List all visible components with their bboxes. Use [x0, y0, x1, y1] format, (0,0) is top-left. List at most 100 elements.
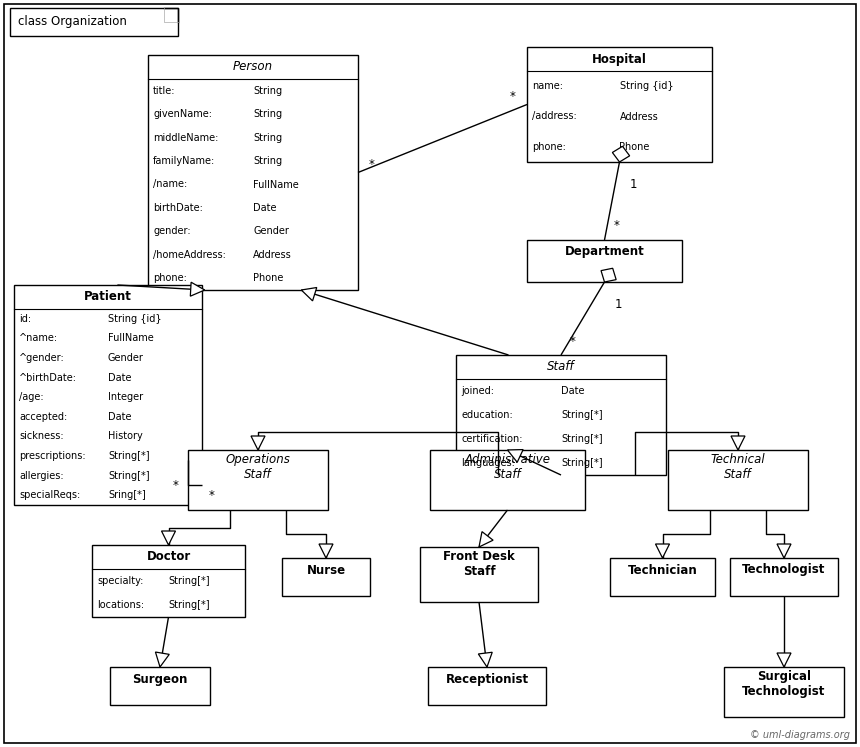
Bar: [92, 545, 245, 617]
Bar: [668, 450, 808, 510]
Bar: [428, 667, 546, 705]
Polygon shape: [319, 544, 333, 558]
Text: FullName: FullName: [253, 179, 298, 190]
Text: Person: Person: [233, 61, 273, 73]
Bar: [610, 558, 715, 596]
Text: ^gender:: ^gender:: [19, 353, 64, 363]
Text: Sring[*]: Sring[*]: [108, 490, 145, 500]
Polygon shape: [478, 652, 492, 667]
Text: String[*]: String[*]: [108, 451, 150, 461]
Text: specialReqs:: specialReqs:: [19, 490, 80, 500]
Bar: [282, 558, 370, 596]
Bar: [430, 450, 585, 510]
Text: String[*]: String[*]: [108, 471, 150, 480]
Text: Gender: Gender: [108, 353, 144, 363]
Text: familyName:: familyName:: [153, 156, 215, 166]
Text: String: String: [253, 86, 282, 96]
Text: middleName:: middleName:: [153, 133, 218, 143]
Polygon shape: [507, 450, 523, 462]
Text: /address:: /address:: [532, 111, 577, 122]
Text: sickness:: sickness:: [19, 432, 64, 441]
Text: *: *: [173, 479, 179, 492]
Text: allergies:: allergies:: [19, 471, 64, 480]
Text: birthDate:: birthDate:: [153, 203, 203, 213]
Text: Front Desk
Staff: Front Desk Staff: [443, 550, 515, 578]
Text: String[*]: String[*]: [561, 434, 603, 444]
Text: education:: education:: [461, 410, 513, 420]
Text: languages:: languages:: [461, 458, 515, 468]
Text: Nurse: Nurse: [306, 563, 346, 577]
Text: String {id}: String {id}: [619, 81, 673, 91]
Text: /homeAddress:: /homeAddress:: [153, 249, 226, 260]
Text: Technical
Staff: Technical Staff: [710, 453, 765, 481]
Text: Integer: Integer: [108, 392, 143, 402]
Text: *: *: [369, 158, 375, 171]
Polygon shape: [479, 532, 493, 547]
Text: Patient: Patient: [84, 291, 132, 303]
Bar: [420, 547, 538, 602]
Text: Operations
Staff: Operations Staff: [225, 453, 291, 481]
Bar: [456, 355, 666, 475]
Text: *: *: [570, 335, 576, 347]
Text: /name:: /name:: [153, 179, 187, 190]
Polygon shape: [301, 288, 316, 301]
Text: String[*]: String[*]: [561, 458, 603, 468]
Text: class Organization: class Organization: [18, 16, 127, 28]
Text: certification:: certification:: [461, 434, 523, 444]
Text: String[*]: String[*]: [169, 600, 210, 610]
Polygon shape: [251, 436, 265, 450]
Text: joined:: joined:: [461, 386, 494, 396]
Text: ^birthDate:: ^birthDate:: [19, 373, 77, 382]
Text: gender:: gender:: [153, 226, 191, 236]
Text: String[*]: String[*]: [561, 410, 603, 420]
Text: Surgical
Technologist: Surgical Technologist: [742, 670, 826, 698]
Text: String: String: [253, 133, 282, 143]
Text: Receptionist: Receptionist: [445, 672, 529, 686]
Text: Technologist: Technologist: [742, 563, 826, 577]
Bar: [730, 558, 838, 596]
Polygon shape: [162, 531, 175, 545]
Polygon shape: [655, 544, 669, 558]
Text: FullName: FullName: [108, 333, 154, 344]
Text: Department: Department: [565, 246, 644, 258]
Text: ^name:: ^name:: [19, 333, 58, 344]
Text: prescriptions:: prescriptions:: [19, 451, 86, 461]
Polygon shape: [601, 268, 616, 282]
Text: *: *: [209, 489, 215, 501]
Text: 1: 1: [630, 178, 637, 190]
Text: specialty:: specialty:: [97, 576, 144, 586]
Text: 1: 1: [615, 297, 623, 311]
Text: Staff: Staff: [547, 361, 574, 374]
Text: givenName:: givenName:: [153, 109, 212, 120]
Text: title:: title:: [153, 86, 175, 96]
Text: String: String: [253, 156, 282, 166]
Text: name:: name:: [532, 81, 563, 91]
Polygon shape: [777, 653, 791, 667]
Bar: [527, 47, 712, 162]
Text: Phone: Phone: [619, 142, 650, 152]
Text: Surgeon: Surgeon: [132, 672, 187, 686]
Text: phone:: phone:: [532, 142, 566, 152]
Bar: [188, 450, 328, 510]
Text: Technician: Technician: [628, 563, 697, 577]
Text: /age:: /age:: [19, 392, 44, 402]
Text: Date: Date: [108, 412, 132, 422]
Text: locations:: locations:: [97, 600, 144, 610]
Polygon shape: [731, 436, 745, 450]
Text: Administrative
Staff: Administrative Staff: [464, 453, 550, 481]
Text: String {id}: String {id}: [108, 314, 162, 323]
Text: Phone: Phone: [253, 273, 284, 283]
Bar: [14, 285, 202, 505]
Polygon shape: [190, 282, 205, 297]
Text: String[*]: String[*]: [169, 576, 210, 586]
Text: Address: Address: [619, 111, 658, 122]
Bar: [110, 667, 210, 705]
Text: accepted:: accepted:: [19, 412, 67, 422]
Polygon shape: [612, 146, 630, 162]
Text: History: History: [108, 432, 143, 441]
Bar: [724, 667, 844, 717]
Bar: [527, 240, 682, 282]
Polygon shape: [156, 652, 169, 667]
Text: Date: Date: [253, 203, 277, 213]
Text: © uml-diagrams.org: © uml-diagrams.org: [750, 730, 850, 740]
